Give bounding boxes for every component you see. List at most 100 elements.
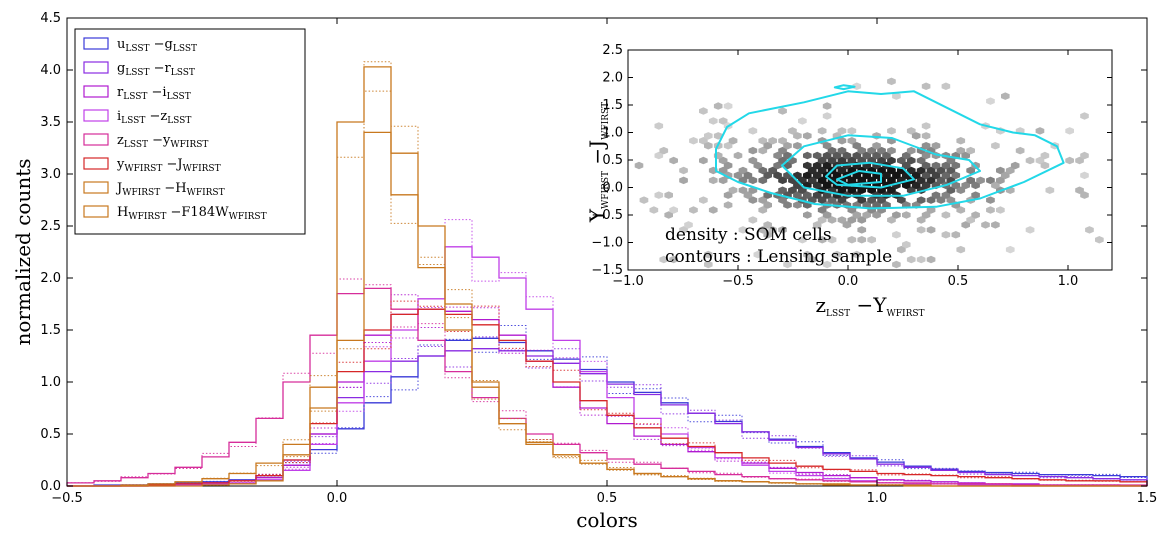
density-cell xyxy=(1065,156,1074,165)
density-cell xyxy=(887,216,896,224)
density-cell xyxy=(1005,245,1015,254)
density-cell xyxy=(971,211,980,219)
density-cell xyxy=(852,211,862,219)
density-cell xyxy=(708,176,718,185)
density-cell xyxy=(921,122,931,130)
density-cell xyxy=(941,231,951,239)
main-y-tick-label: 3.0 xyxy=(40,167,61,182)
density-cell xyxy=(723,201,733,209)
density-cell xyxy=(921,171,931,180)
density-cell xyxy=(699,156,708,165)
inset-annotation-density: density : SOM cells xyxy=(665,225,832,245)
density-cell xyxy=(921,181,931,190)
density-cell xyxy=(892,211,901,219)
density-cell xyxy=(763,171,772,180)
density-cell xyxy=(1095,236,1104,244)
density-cell xyxy=(733,171,743,180)
density-cell xyxy=(882,151,891,160)
legend-swatch xyxy=(83,181,109,194)
legend-entry: iLSST −zLSST xyxy=(117,109,191,126)
density-cell xyxy=(758,196,768,204)
main-x-tick-label: −0.5 xyxy=(51,491,83,506)
density-cell xyxy=(986,196,995,204)
density-cell xyxy=(793,191,802,199)
main-x-tick-label: 1.0 xyxy=(867,491,888,506)
inset-y-tick-label: 0.0 xyxy=(602,181,623,196)
density-cell xyxy=(689,206,698,214)
density-cell xyxy=(921,211,931,219)
main-y-tick-label: 4.0 xyxy=(40,63,61,78)
density-cell xyxy=(981,221,990,229)
density-cell xyxy=(991,181,1000,190)
density-cell xyxy=(916,156,926,165)
density-cell xyxy=(778,107,787,115)
density-cell xyxy=(877,166,886,175)
density-cell xyxy=(812,181,822,190)
density-cell xyxy=(931,142,941,150)
density-cell xyxy=(783,151,792,160)
density-cell xyxy=(708,117,718,125)
density-cell xyxy=(1005,166,1015,175)
density-cell xyxy=(679,226,688,234)
density-cell xyxy=(783,142,792,150)
density-cell xyxy=(723,142,733,150)
density-cell xyxy=(817,156,827,165)
density-cell xyxy=(817,166,827,175)
density-cell xyxy=(916,166,926,175)
density-cell xyxy=(713,132,723,140)
density-cell xyxy=(1085,226,1094,234)
density-cell xyxy=(763,201,772,209)
legend-entry: gLSST −rLSST xyxy=(117,61,195,78)
legend-entry: yWFIRST −JWFIRST xyxy=(116,157,221,174)
density-cell xyxy=(897,196,906,204)
legend-entry: zLSST −yWFIRST xyxy=(117,133,208,150)
density-cell xyxy=(941,171,951,180)
density-cell xyxy=(867,196,876,204)
density-cell xyxy=(902,151,911,160)
density-cell xyxy=(827,196,837,204)
density-cell xyxy=(758,226,768,234)
density-cell xyxy=(887,127,896,135)
density-cell xyxy=(906,146,916,155)
density-cell xyxy=(852,82,862,90)
density-cell xyxy=(783,201,792,209)
density-cell xyxy=(748,196,758,204)
histogram-series-dotted xyxy=(67,336,1148,487)
density-cell xyxy=(996,166,1005,175)
density-cell xyxy=(748,156,758,165)
contour-line xyxy=(825,161,915,189)
legend-swatch xyxy=(83,85,109,98)
histogram-series xyxy=(67,308,1148,487)
density-cell xyxy=(916,176,926,185)
density-cell xyxy=(803,211,812,219)
density-cell xyxy=(684,221,693,229)
contour-line xyxy=(836,170,882,186)
main-y-tick-label: 2.0 xyxy=(40,271,61,286)
density-cell xyxy=(961,151,970,160)
density-cell xyxy=(946,186,956,194)
density-cell xyxy=(877,156,886,165)
inset-hexbin-chart: −1.0 −0.5 0.0 0.5 1.0−1.5−1.0−0.50.00.51.01.… xyxy=(585,43,1113,319)
legend-entry: JWFIRST −HWFIRST xyxy=(115,181,225,198)
density-cell xyxy=(812,161,822,170)
inset-x-tick-label: −0.5 xyxy=(722,274,754,289)
density-cell xyxy=(1080,151,1089,160)
density-cell xyxy=(822,142,832,150)
density-cell xyxy=(728,137,738,145)
density-cell xyxy=(986,176,995,185)
density-cell xyxy=(822,260,832,269)
density-cell xyxy=(778,137,787,145)
density-cell xyxy=(892,171,901,180)
density-cell xyxy=(763,231,772,239)
density-cell xyxy=(921,132,931,140)
density-cell xyxy=(1015,146,1025,155)
main-x-axis-label: colors xyxy=(576,508,638,532)
legend-entry: uLSST −gLSST xyxy=(117,37,197,54)
density-cell xyxy=(852,142,862,150)
main-x-tick-label: 0.0 xyxy=(327,491,348,506)
inset-y-tick-label: 1.5 xyxy=(602,98,623,113)
density-cell xyxy=(986,206,995,214)
density-cell xyxy=(956,186,966,194)
density-cell xyxy=(926,176,936,185)
density-cell xyxy=(793,201,802,209)
